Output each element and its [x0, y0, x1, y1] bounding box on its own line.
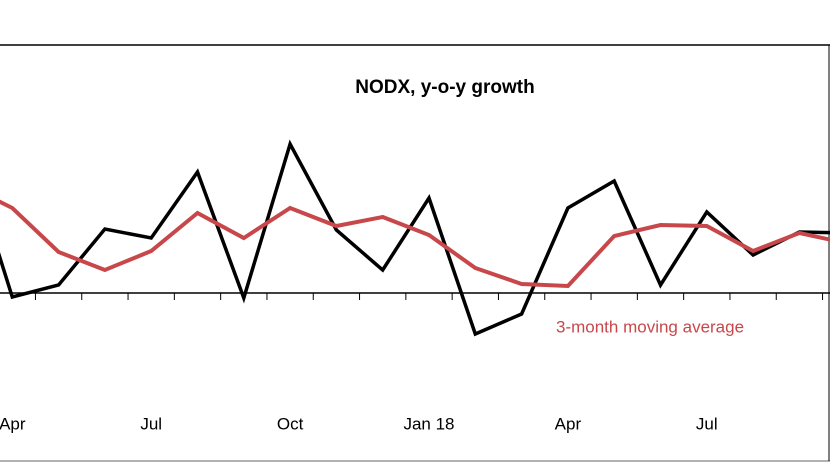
series-line	[0, 199, 830, 289]
x-tick-label: Apr	[555, 414, 582, 433]
x-tick-label: Jul	[140, 414, 162, 433]
x-tick-label: Apr	[0, 414, 26, 433]
series-annotation: 3-month moving average	[556, 317, 744, 336]
series-line	[0, 139, 830, 337]
x-tick-label: Jan 18	[403, 414, 454, 433]
chart-title: NODX, y-o-y growth	[355, 77, 534, 98]
x-tick-label: Jul	[696, 414, 718, 433]
x-tick-label: Oct	[277, 414, 304, 433]
